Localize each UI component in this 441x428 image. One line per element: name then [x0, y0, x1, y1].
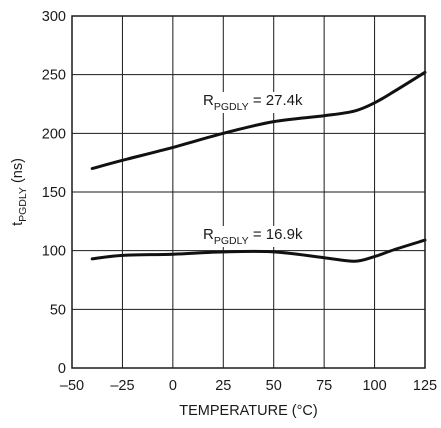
- series-label-background: [202, 226, 304, 247]
- y-axis-title-subscript: PGDLY: [17, 187, 29, 222]
- series-label-value: = 27.4k: [249, 92, 303, 109]
- x-axis-title: TEMPERATURE (°C): [179, 403, 317, 419]
- series-label-subscript: PGDLY: [214, 235, 249, 247]
- series-label-background: [202, 92, 304, 113]
- y-tick-label: 50: [50, 302, 66, 318]
- plot-frame: [71, 15, 426, 369]
- y-tick-labels: 0 50 100 150 200 250 300: [42, 9, 66, 377]
- x-tick-label: 125: [413, 378, 437, 394]
- series-label-value: = 16.9k: [249, 226, 303, 243]
- y-tick-label: 250: [42, 68, 66, 84]
- y-axis-title-unit: (ns): [10, 158, 26, 187]
- series-line-0: [90, 70, 427, 171]
- series-labels: RPGDLY = 27.4k RPGDLY = 16.9k: [202, 92, 304, 247]
- series-line-1: [90, 238, 427, 263]
- x-tick-labels: –50 –25 0 25 50 75 100 125: [60, 378, 437, 394]
- y-tick-label: 200: [42, 126, 66, 142]
- series-layer: [90, 70, 427, 263]
- y-tick-label: 0: [58, 361, 66, 377]
- series-label-subscript: PGDLY: [214, 101, 249, 113]
- series-label-16-9k: RPGDLY = 16.9k: [203, 226, 303, 247]
- grid: [71, 15, 426, 369]
- x-tick-label: 100: [362, 378, 386, 394]
- y-axis-title: tPGDLY (ns): [10, 158, 29, 226]
- x-tick-label: 75: [316, 378, 332, 394]
- y-axis-title-main: t: [10, 222, 26, 226]
- y-tick-label: 300: [42, 9, 66, 25]
- y-tick-label: 150: [42, 185, 66, 201]
- y-tick-label: 100: [42, 244, 66, 260]
- x-tick-label: –25: [110, 378, 134, 394]
- x-tick-label: 25: [215, 378, 231, 394]
- x-tick-label: 50: [266, 378, 282, 394]
- series-label-main: R: [203, 92, 214, 109]
- x-tick-label: –50: [60, 378, 84, 394]
- series-label-27-4k: RPGDLY = 27.4k: [203, 92, 303, 113]
- x-tick-label: 0: [169, 378, 177, 394]
- series-label-main: R: [203, 226, 214, 243]
